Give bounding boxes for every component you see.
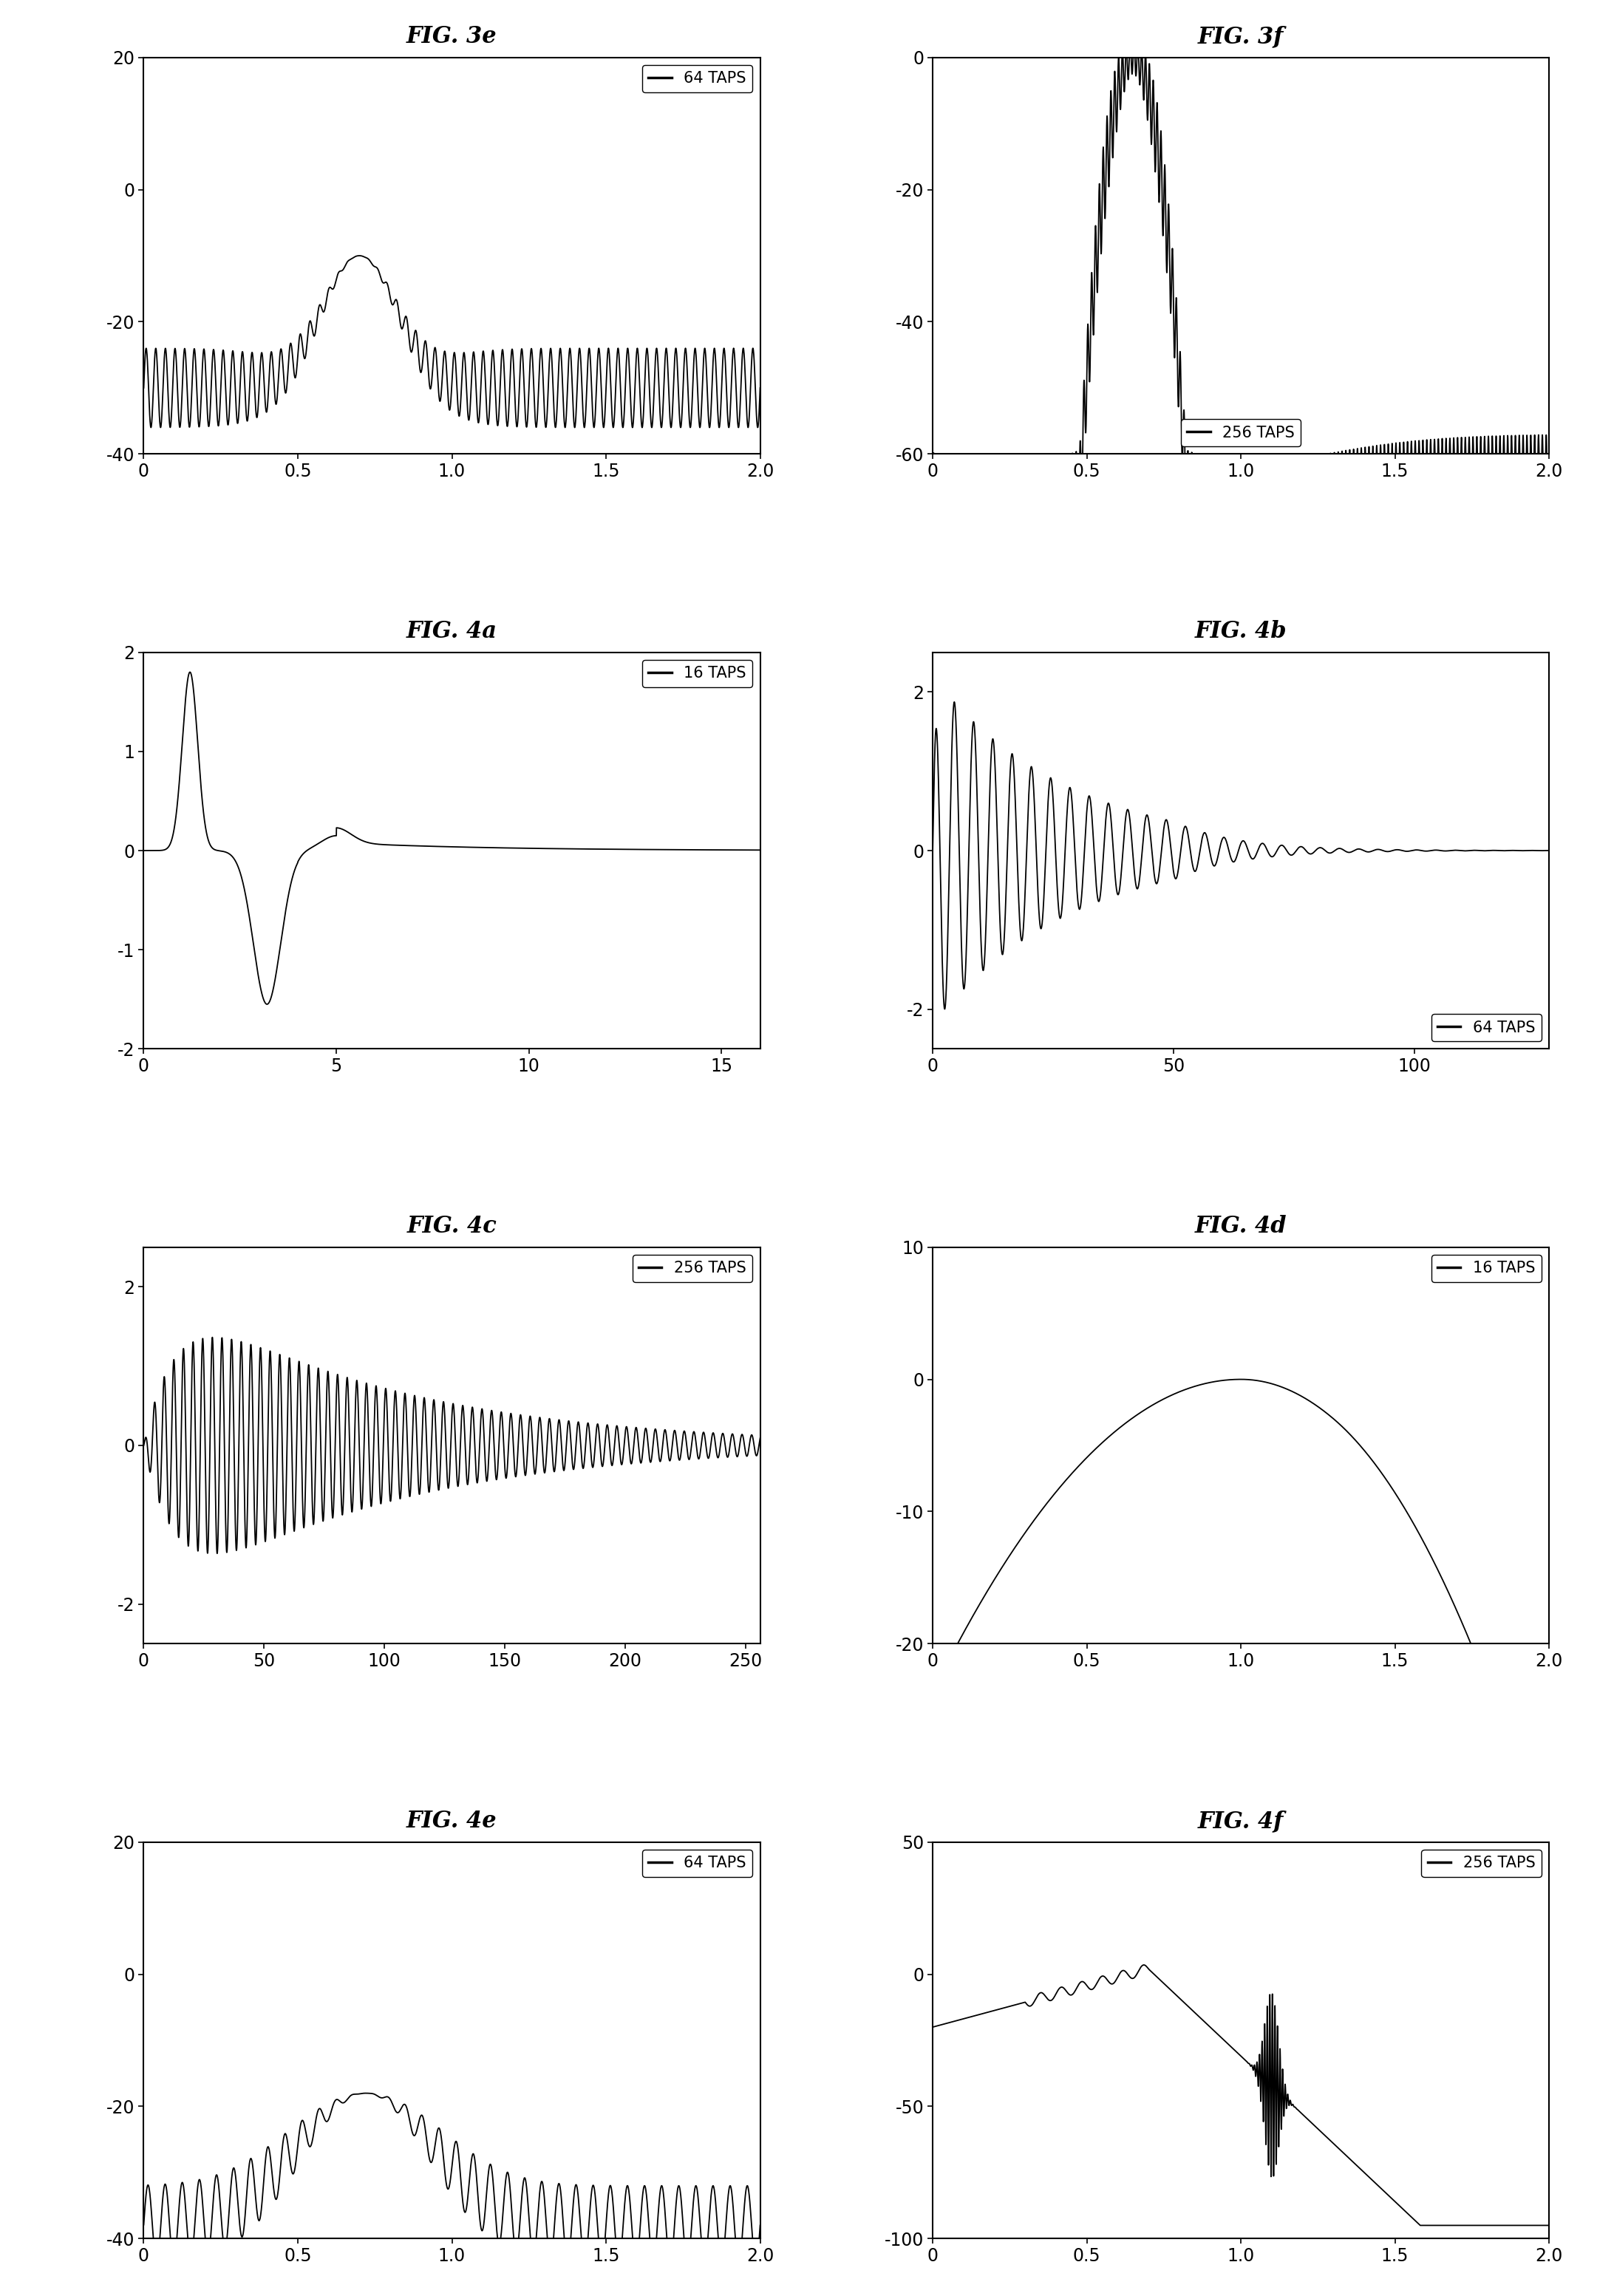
Legend: 16 TAPS: 16 TAPS: [1431, 1256, 1541, 1281]
Legend: 16 TAPS: 16 TAPS: [642, 659, 752, 687]
Legend: 256 TAPS: 256 TAPS: [1180, 420, 1302, 445]
Title: FIG. 4d: FIG. 4d: [1195, 1215, 1287, 1238]
Legend: 64 TAPS: 64 TAPS: [1431, 1015, 1541, 1040]
Legend: 256 TAPS: 256 TAPS: [1421, 1851, 1541, 1876]
Title: FIG. 4a: FIG. 4a: [407, 620, 497, 643]
Title: FIG. 4f: FIG. 4f: [1198, 1809, 1284, 1832]
Title: FIG. 4c: FIG. 4c: [407, 1215, 497, 1238]
Title: FIG. 4b: FIG. 4b: [1195, 620, 1287, 643]
Legend: 64 TAPS: 64 TAPS: [642, 64, 752, 92]
Legend: 256 TAPS: 256 TAPS: [632, 1256, 752, 1281]
Title: FIG. 4e: FIG. 4e: [407, 1809, 497, 1832]
Title: FIG. 3e: FIG. 3e: [407, 25, 497, 48]
Legend: 64 TAPS: 64 TAPS: [642, 1851, 752, 1876]
Title: FIG. 3f: FIG. 3f: [1198, 25, 1284, 48]
